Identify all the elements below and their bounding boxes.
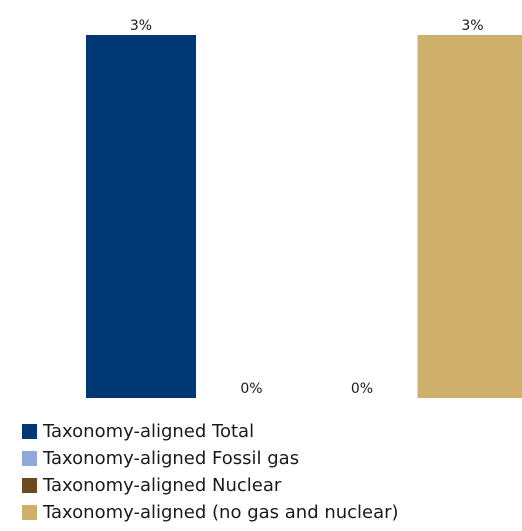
data-labels-group: 3% 0% 0% 3% [130, 18, 484, 397]
legend-item-nuclear: Taxonomy-aligned Nuclear [22, 472, 399, 499]
legend-item-no-gas-nuclear: Taxonomy-aligned (no gas and nuclear) [22, 499, 399, 526]
legend-label-no-gas-nuclear: Taxonomy-aligned (no gas and nuclear) [43, 502, 399, 523]
bar-chart: 3% 0% 0% 3% [86, 18, 522, 398]
legend-swatch-no-gas-nuclear [22, 505, 37, 520]
data-label-total: 3% [130, 18, 152, 34]
legend-label-nuclear: Taxonomy-aligned Nuclear [43, 475, 282, 496]
data-label-no-gas-nuclear: 3% [461, 18, 483, 34]
legend-item-total: Taxonomy-aligned Total [22, 418, 399, 445]
legend-label-total: Taxonomy-aligned Total [43, 421, 255, 442]
legend-swatch-fossil-gas [22, 451, 37, 466]
data-label-nuclear: 0% [351, 381, 373, 397]
bar-no-gas-nuclear [417, 35, 522, 398]
bars-group [86, 35, 522, 398]
legend: Taxonomy-aligned Total Taxonomy-aligned … [22, 418, 399, 526]
legend-swatch-total [22, 424, 37, 439]
legend-swatch-nuclear [22, 478, 37, 493]
legend-item-fossil-gas: Taxonomy-aligned Fossil gas [22, 445, 399, 472]
data-label-fossil-gas: 0% [240, 381, 262, 397]
legend-label-fossil-gas: Taxonomy-aligned Fossil gas [43, 448, 300, 469]
bar-total [86, 35, 196, 398]
